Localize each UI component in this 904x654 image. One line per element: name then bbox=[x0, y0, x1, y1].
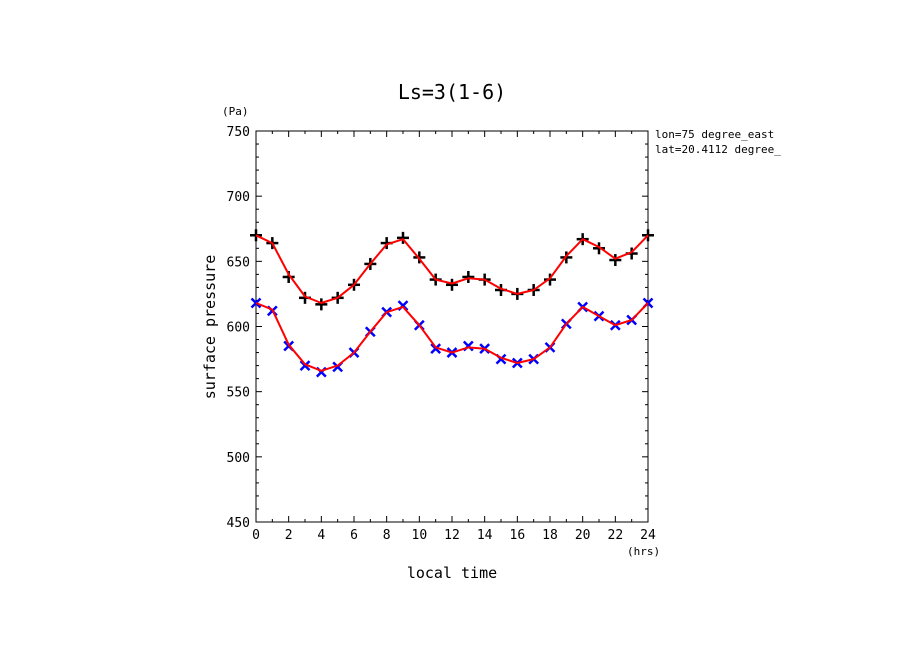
x-tick-label: 14 bbox=[477, 528, 493, 543]
x-tick-label: 2 bbox=[285, 528, 293, 543]
y-tick-label: 450 bbox=[227, 516, 250, 531]
longitude-annotation: lon=75 degree_east bbox=[655, 128, 774, 141]
data-point bbox=[299, 360, 311, 371]
data-point bbox=[315, 298, 328, 311]
axes: 0 2 4 6 8 10 12 14 16 18 20 22 244505005506006507007… bbox=[227, 125, 656, 543]
data-point bbox=[446, 278, 458, 291]
latitude-annotation: lat=20.4112 degree_ bbox=[655, 143, 781, 156]
x-tick-label: 8 bbox=[383, 528, 391, 543]
x-tick-label: 6 bbox=[350, 528, 358, 543]
chart-title: Ls=3(1-6) bbox=[398, 80, 506, 104]
data-point bbox=[462, 270, 475, 283]
data-point bbox=[397, 231, 409, 244]
data-point bbox=[544, 273, 556, 286]
x-tick-label: 20 bbox=[575, 528, 591, 543]
y-axis-unit: (Pa) bbox=[222, 105, 249, 118]
data-point bbox=[250, 229, 262, 242]
y-tick-label: 550 bbox=[227, 386, 250, 401]
x-tick-label: 18 bbox=[542, 528, 558, 543]
marker-b bbox=[430, 343, 442, 355]
x-tick-label: 4 bbox=[317, 528, 325, 543]
marker-b bbox=[495, 353, 507, 365]
data-point bbox=[593, 242, 605, 255]
series-1 bbox=[250, 229, 654, 311]
data-point bbox=[430, 343, 442, 355]
x-tick-label: 22 bbox=[608, 528, 624, 543]
y-axis-label: surface pressure bbox=[201, 255, 219, 400]
series-line bbox=[255, 234, 649, 304]
series-layer bbox=[250, 229, 654, 378]
y-tick-label: 650 bbox=[227, 255, 250, 270]
data-point bbox=[609, 254, 622, 267]
y-tick-label: 500 bbox=[227, 451, 250, 466]
series-4 bbox=[255, 302, 649, 372]
x-tick-label: 0 bbox=[252, 528, 260, 543]
x-tick-label: 12 bbox=[444, 528, 460, 543]
plot-frame bbox=[255, 130, 649, 523]
x-tick-label: 16 bbox=[510, 528, 526, 543]
x-tick-label: 24 bbox=[640, 528, 656, 543]
x-axis-label: local time bbox=[407, 564, 497, 582]
y-tick-label: 750 bbox=[227, 125, 250, 140]
y-tick-label: 700 bbox=[227, 190, 250, 205]
series-2 bbox=[255, 234, 649, 304]
series-line bbox=[255, 302, 649, 372]
data-point bbox=[642, 229, 654, 242]
x-tick-label: 10 bbox=[412, 528, 428, 543]
y-tick-label: 600 bbox=[227, 321, 250, 336]
x-axis-unit: (hrs) bbox=[627, 545, 660, 558]
marker-b bbox=[299, 360, 311, 371]
series-3 bbox=[250, 297, 654, 378]
